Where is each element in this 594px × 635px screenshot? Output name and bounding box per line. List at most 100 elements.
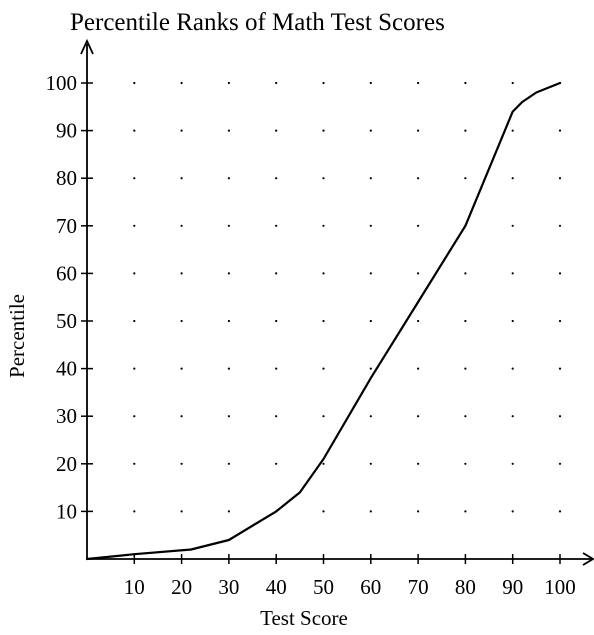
y-tick-label: 50	[56, 309, 77, 333]
x-tick-label: 80	[455, 575, 476, 599]
grid-dot	[275, 319, 278, 323]
grid-dot	[558, 319, 562, 323]
grid-dot	[275, 224, 278, 227]
grid-dot	[511, 224, 514, 227]
grid-dot	[322, 462, 325, 465]
grid-dot	[133, 177, 136, 180]
grid-dot	[180, 177, 183, 180]
grid-dot	[369, 272, 372, 275]
y-tick-label: 20	[56, 452, 77, 476]
grid-dot	[322, 319, 325, 323]
grid-dot	[227, 462, 230, 465]
grid-dot	[227, 272, 230, 275]
y-axis-label: Percentile	[5, 294, 29, 378]
grid-dot	[227, 129, 230, 132]
grid-dot	[417, 319, 420, 323]
grid-dot	[511, 81, 514, 85]
grid-dot	[133, 224, 136, 227]
grid-dot	[558, 177, 562, 180]
grid-dot	[417, 510, 420, 513]
grid-dot	[275, 81, 278, 85]
grid-dot	[227, 224, 230, 227]
grid-dot	[464, 462, 467, 465]
grid-dot	[133, 415, 136, 418]
grid-dot	[275, 415, 278, 418]
grid-dot	[417, 129, 420, 132]
y-tick-label: 80	[56, 166, 77, 190]
x-tick-label: 50	[313, 575, 334, 599]
y-tick-label: 10	[56, 499, 77, 523]
grid-dot	[558, 462, 562, 465]
grid-dot	[180, 367, 183, 370]
grid-dot	[417, 462, 420, 465]
grid-dot	[464, 81, 467, 85]
grid-dot	[558, 415, 562, 418]
grid-dot	[417, 224, 420, 227]
x-tick-label: 10	[124, 575, 145, 599]
x-tick-label: 30	[218, 575, 239, 599]
grid-dot	[511, 415, 514, 418]
grid-dot	[511, 462, 514, 465]
x-axis-label: Test Score	[260, 606, 348, 630]
x-tick-label: 90	[502, 575, 523, 599]
grid-dot	[227, 319, 230, 323]
grid-dot	[511, 510, 514, 513]
grid-dot	[180, 319, 183, 323]
grid-dot	[369, 224, 372, 227]
grid-dots	[133, 81, 562, 513]
y-tick-label: 70	[56, 214, 77, 238]
x-tick-label: 20	[171, 575, 192, 599]
grid-dot	[227, 81, 230, 85]
grid-dot	[133, 81, 136, 85]
grid-dot	[558, 224, 562, 227]
grid-dot	[511, 177, 514, 180]
grid-dot	[511, 319, 514, 323]
grid-dot	[417, 272, 420, 275]
grid-dot	[464, 129, 467, 132]
grid-dot	[180, 129, 183, 132]
grid-dot	[180, 510, 183, 513]
grid-dot	[322, 367, 325, 370]
y-tick-label: 100	[46, 71, 78, 95]
grid-dot	[369, 81, 372, 85]
y-tick-label: 30	[56, 404, 77, 428]
x-tick-label: 60	[360, 575, 381, 599]
y-tick-label: 40	[56, 357, 77, 381]
grid-dot	[511, 272, 514, 275]
grid-dot	[369, 129, 372, 132]
x-axis-arrow	[582, 552, 594, 566]
grid-dot	[275, 367, 278, 370]
y-axis-arrow	[80, 38, 94, 55]
x-tick-label: 40	[266, 575, 287, 599]
grid-dot	[133, 367, 136, 370]
grid-dot	[227, 510, 230, 513]
y-tick-label: 60	[56, 261, 77, 285]
grid-dot	[180, 462, 183, 465]
grid-dot	[322, 81, 325, 85]
grid-dot	[558, 129, 562, 132]
grid-dot	[133, 510, 136, 513]
grid-dot	[464, 319, 467, 323]
grid-dot	[180, 415, 183, 418]
grid-dot	[558, 272, 562, 275]
grid-dot	[558, 367, 562, 370]
grid-dot	[133, 272, 136, 275]
grid-dot	[322, 129, 325, 132]
x-tick-label: 70	[408, 575, 429, 599]
x-ticks: 10 20 30 40 50 60 70 80 90 100	[124, 554, 576, 599]
grid-dot	[322, 224, 325, 227]
grid-dot	[464, 367, 467, 370]
grid-dot	[369, 367, 372, 370]
grid-dot	[180, 224, 183, 227]
grid-dot	[369, 177, 372, 180]
series-line	[85, 81, 562, 561]
grid-dot	[275, 462, 278, 465]
grid-dot	[464, 415, 467, 418]
grid-dot	[417, 177, 420, 180]
grid-dot	[511, 367, 514, 370]
grid-dot	[558, 510, 562, 513]
grid-dot	[322, 415, 325, 418]
grid-dot	[275, 177, 278, 180]
grid-dot	[322, 510, 325, 513]
